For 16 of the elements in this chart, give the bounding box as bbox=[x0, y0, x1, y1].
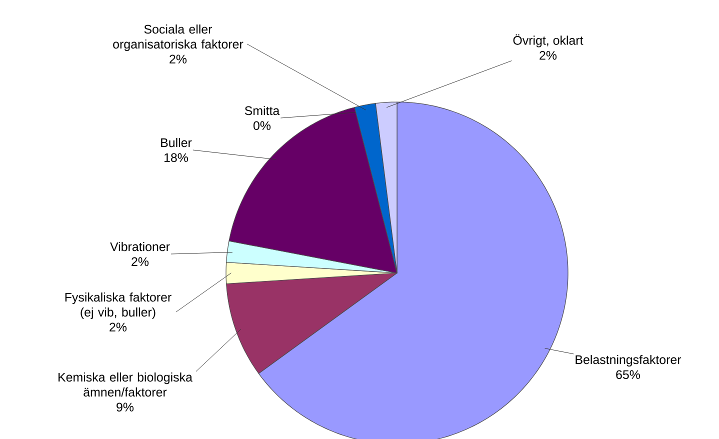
slice-label: Belastningsfaktorer bbox=[576, 354, 682, 367]
data-label: 2% bbox=[110, 322, 127, 332]
category-label: Smitta bbox=[244, 106, 280, 116]
slice-label: Övrigt, oklart bbox=[513, 34, 584, 48]
slice-label: Kemiska eller biologiska ämnen/faktorer bbox=[58, 372, 192, 397]
data-label: 2% bbox=[132, 257, 149, 266]
slice-label: Buller bbox=[161, 138, 192, 148]
data-label: 2% bbox=[170, 54, 187, 64]
slice-label: Sociala eller organisatoriska faktorer bbox=[113, 24, 244, 52]
slice-label: Vibrationer bbox=[110, 242, 170, 252]
data-label: 18% bbox=[164, 153, 188, 162]
data-label: 2% bbox=[540, 50, 557, 60]
slice-label: Fysikaliska faktorer (ej vib, buller) bbox=[65, 292, 172, 320]
data-label: 65% bbox=[616, 370, 640, 380]
data-label: 9% bbox=[116, 402, 134, 412]
text: 0% bbox=[253, 121, 271, 130]
